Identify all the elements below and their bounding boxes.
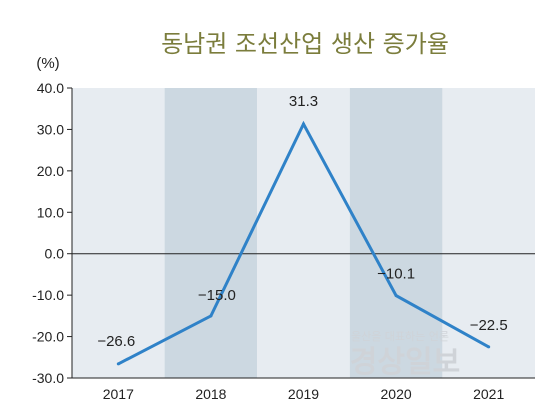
data-labels: −26.6 −15.0 31.3 −10.1 −22.5	[97, 93, 507, 350]
y-tick-label: 30.0	[37, 121, 64, 137]
band-2019	[257, 88, 350, 378]
x-tick-label: 2017	[103, 386, 134, 402]
band-2021	[442, 88, 535, 378]
x-tick-label: 2018	[195, 386, 226, 402]
data-point	[209, 314, 213, 318]
y-tick-label: 40.0	[37, 80, 64, 96]
data-label: −26.6	[97, 333, 135, 350]
x-tick-label: 2019	[288, 386, 319, 402]
y-tick-label: -20.0	[32, 329, 64, 345]
y-tick-label: 10.0	[37, 204, 64, 220]
data-label: −15.0	[198, 287, 236, 304]
y-tick-label: -30.0	[32, 370, 64, 386]
data-label: −10.1	[377, 266, 415, 283]
data-label: −22.5	[470, 317, 508, 334]
x-tick-label: 2021	[473, 386, 504, 402]
x-tick-label: 2020	[381, 386, 412, 402]
watermark-small: 울산을 대표하는 언론	[351, 329, 449, 343]
y-unit-label: (%)	[36, 55, 59, 72]
x-axis-ticks: 2017 2018 2019 2020 2021	[103, 386, 505, 402]
watermark: 울산을 대표하는 언론 경상일보	[350, 329, 460, 380]
series-line	[116, 120, 491, 366]
band-2018	[164, 88, 258, 378]
band-2020	[349, 88, 443, 378]
data-label: 31.3	[289, 93, 318, 110]
watermark-large: 경상일보	[350, 345, 460, 380]
data-point	[116, 362, 120, 366]
y-axis-ticks: 40.0 30.0 20.0 10.0 0.0 -10.0 -20.0 -30.0	[32, 80, 72, 386]
data-point	[302, 122, 305, 126]
data-point	[394, 294, 398, 298]
axes	[71, 88, 535, 379]
data-point	[487, 345, 491, 349]
band-2017	[72, 88, 165, 378]
y-tick-label: 20.0	[37, 163, 64, 179]
chart-title: 동남권 조선산업 생산 증가율	[161, 30, 449, 58]
y-tick-label: -10.0	[32, 287, 64, 303]
y-tick-label: 0.0	[45, 246, 65, 262]
